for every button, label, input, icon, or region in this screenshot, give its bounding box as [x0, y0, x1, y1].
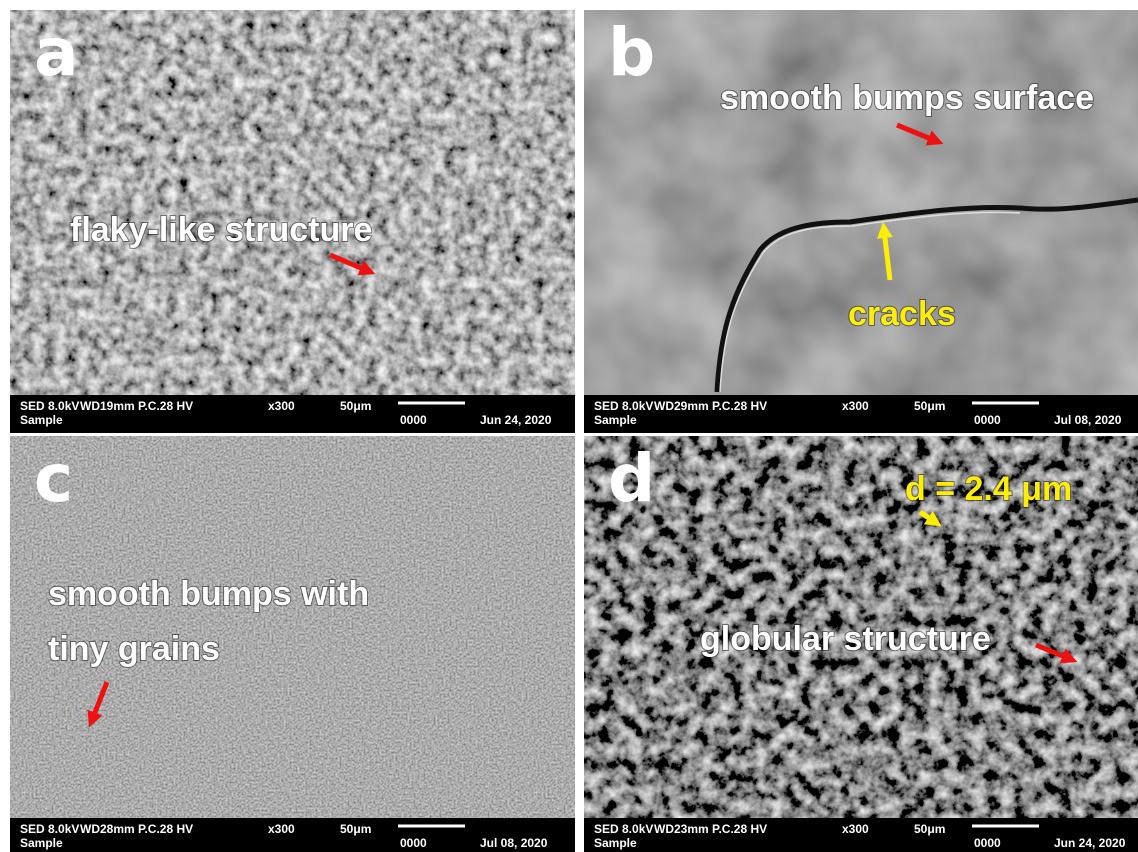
info-date: Jul 08, 2020	[480, 836, 548, 850]
info-date: Jun 24, 2020	[480, 413, 552, 427]
info-magnification: x300	[268, 399, 295, 413]
info-sample: Sample	[594, 836, 637, 850]
info-scale: 50μm	[914, 399, 945, 413]
annotation: smooth bumps surface	[720, 79, 1094, 117]
info-date: Jun 24, 2020	[1054, 836, 1126, 850]
info-scale: 50μm	[340, 399, 371, 413]
info-settings: WD28mm P.C.28 HV	[80, 822, 193, 836]
info-code: 0000	[974, 836, 1001, 850]
info-sample: Sample	[20, 413, 63, 427]
info-settings: WD29mm P.C.28 HV	[654, 399, 767, 413]
info-detector: SED 8.0kV	[20, 822, 79, 836]
annotation: smooth bumps with	[48, 575, 369, 613]
annotation: globular structure	[700, 620, 991, 658]
sem-image	[10, 10, 575, 395]
panel-label: d	[608, 440, 655, 517]
info-date: Jul 08, 2020	[1054, 413, 1122, 427]
panel-label: a	[34, 14, 79, 91]
info-settings: WD23mm P.C.28 HV	[654, 822, 767, 836]
info-scale: 50μm	[340, 822, 371, 836]
annotation: flaky-like structure	[70, 211, 372, 249]
info-detector: SED 8.0kV	[594, 399, 653, 413]
info-code: 0000	[974, 413, 1001, 427]
annotation: tiny grains	[48, 630, 220, 668]
annotation: cracks	[848, 295, 956, 333]
info-magnification: x300	[268, 822, 295, 836]
info-scale: 50μm	[914, 822, 945, 836]
info-magnification: x300	[842, 822, 869, 836]
sem-figure: aflaky-like structureSED 8.0kVWD19mm P.C…	[0, 0, 1138, 852]
panel-label: b	[608, 14, 655, 91]
info-settings: WD19mm P.C.28 HV	[80, 399, 193, 413]
info-sample: Sample	[594, 413, 637, 427]
panel-label: c	[34, 440, 73, 517]
info-detector: SED 8.0kV	[20, 399, 79, 413]
info-magnification: x300	[842, 399, 869, 413]
info-code: 0000	[400, 413, 427, 427]
sem-image	[10, 436, 575, 818]
sem-image	[584, 10, 1138, 395]
info-sample: Sample	[20, 836, 63, 850]
info-detector: SED 8.0kV	[594, 822, 653, 836]
annotation: d = 2.4 μm	[905, 470, 1072, 508]
info-code: 0000	[400, 836, 427, 850]
